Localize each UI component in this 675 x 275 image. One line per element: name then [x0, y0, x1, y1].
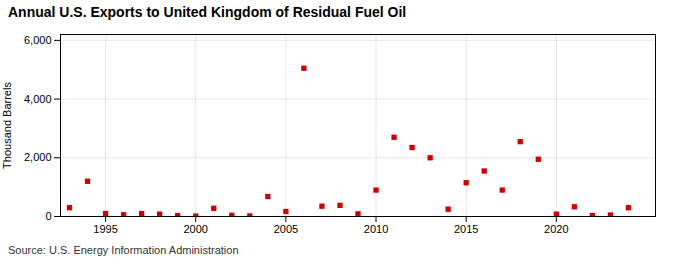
html-text:Source: U.S. Energy Informatio: Source: U.S. Energy Information Administ… — [8, 244, 239, 256]
svg-text:6,000: 6,000 — [24, 34, 52, 46]
html-text:Annual U.S. Exports to United: Annual U.S. Exports to United Kingdom of… — [8, 4, 407, 20]
svg-text:Thousand Barrels: Thousand Barrels — [1, 82, 13, 169]
svg-text:2015: 2015 — [454, 223, 478, 235]
svg-text:4,000: 4,000 — [24, 93, 52, 105]
svg-text:0: 0 — [45, 210, 51, 222]
svg-text:2000: 2000 — [183, 223, 207, 235]
svg-text:2010: 2010 — [364, 223, 388, 235]
svg-text:2020: 2020 — [544, 223, 568, 235]
svg-text:2,000: 2,000 — [24, 151, 52, 163]
svg-text:2005: 2005 — [274, 223, 298, 235]
svg-text:1995: 1995 — [93, 223, 117, 235]
